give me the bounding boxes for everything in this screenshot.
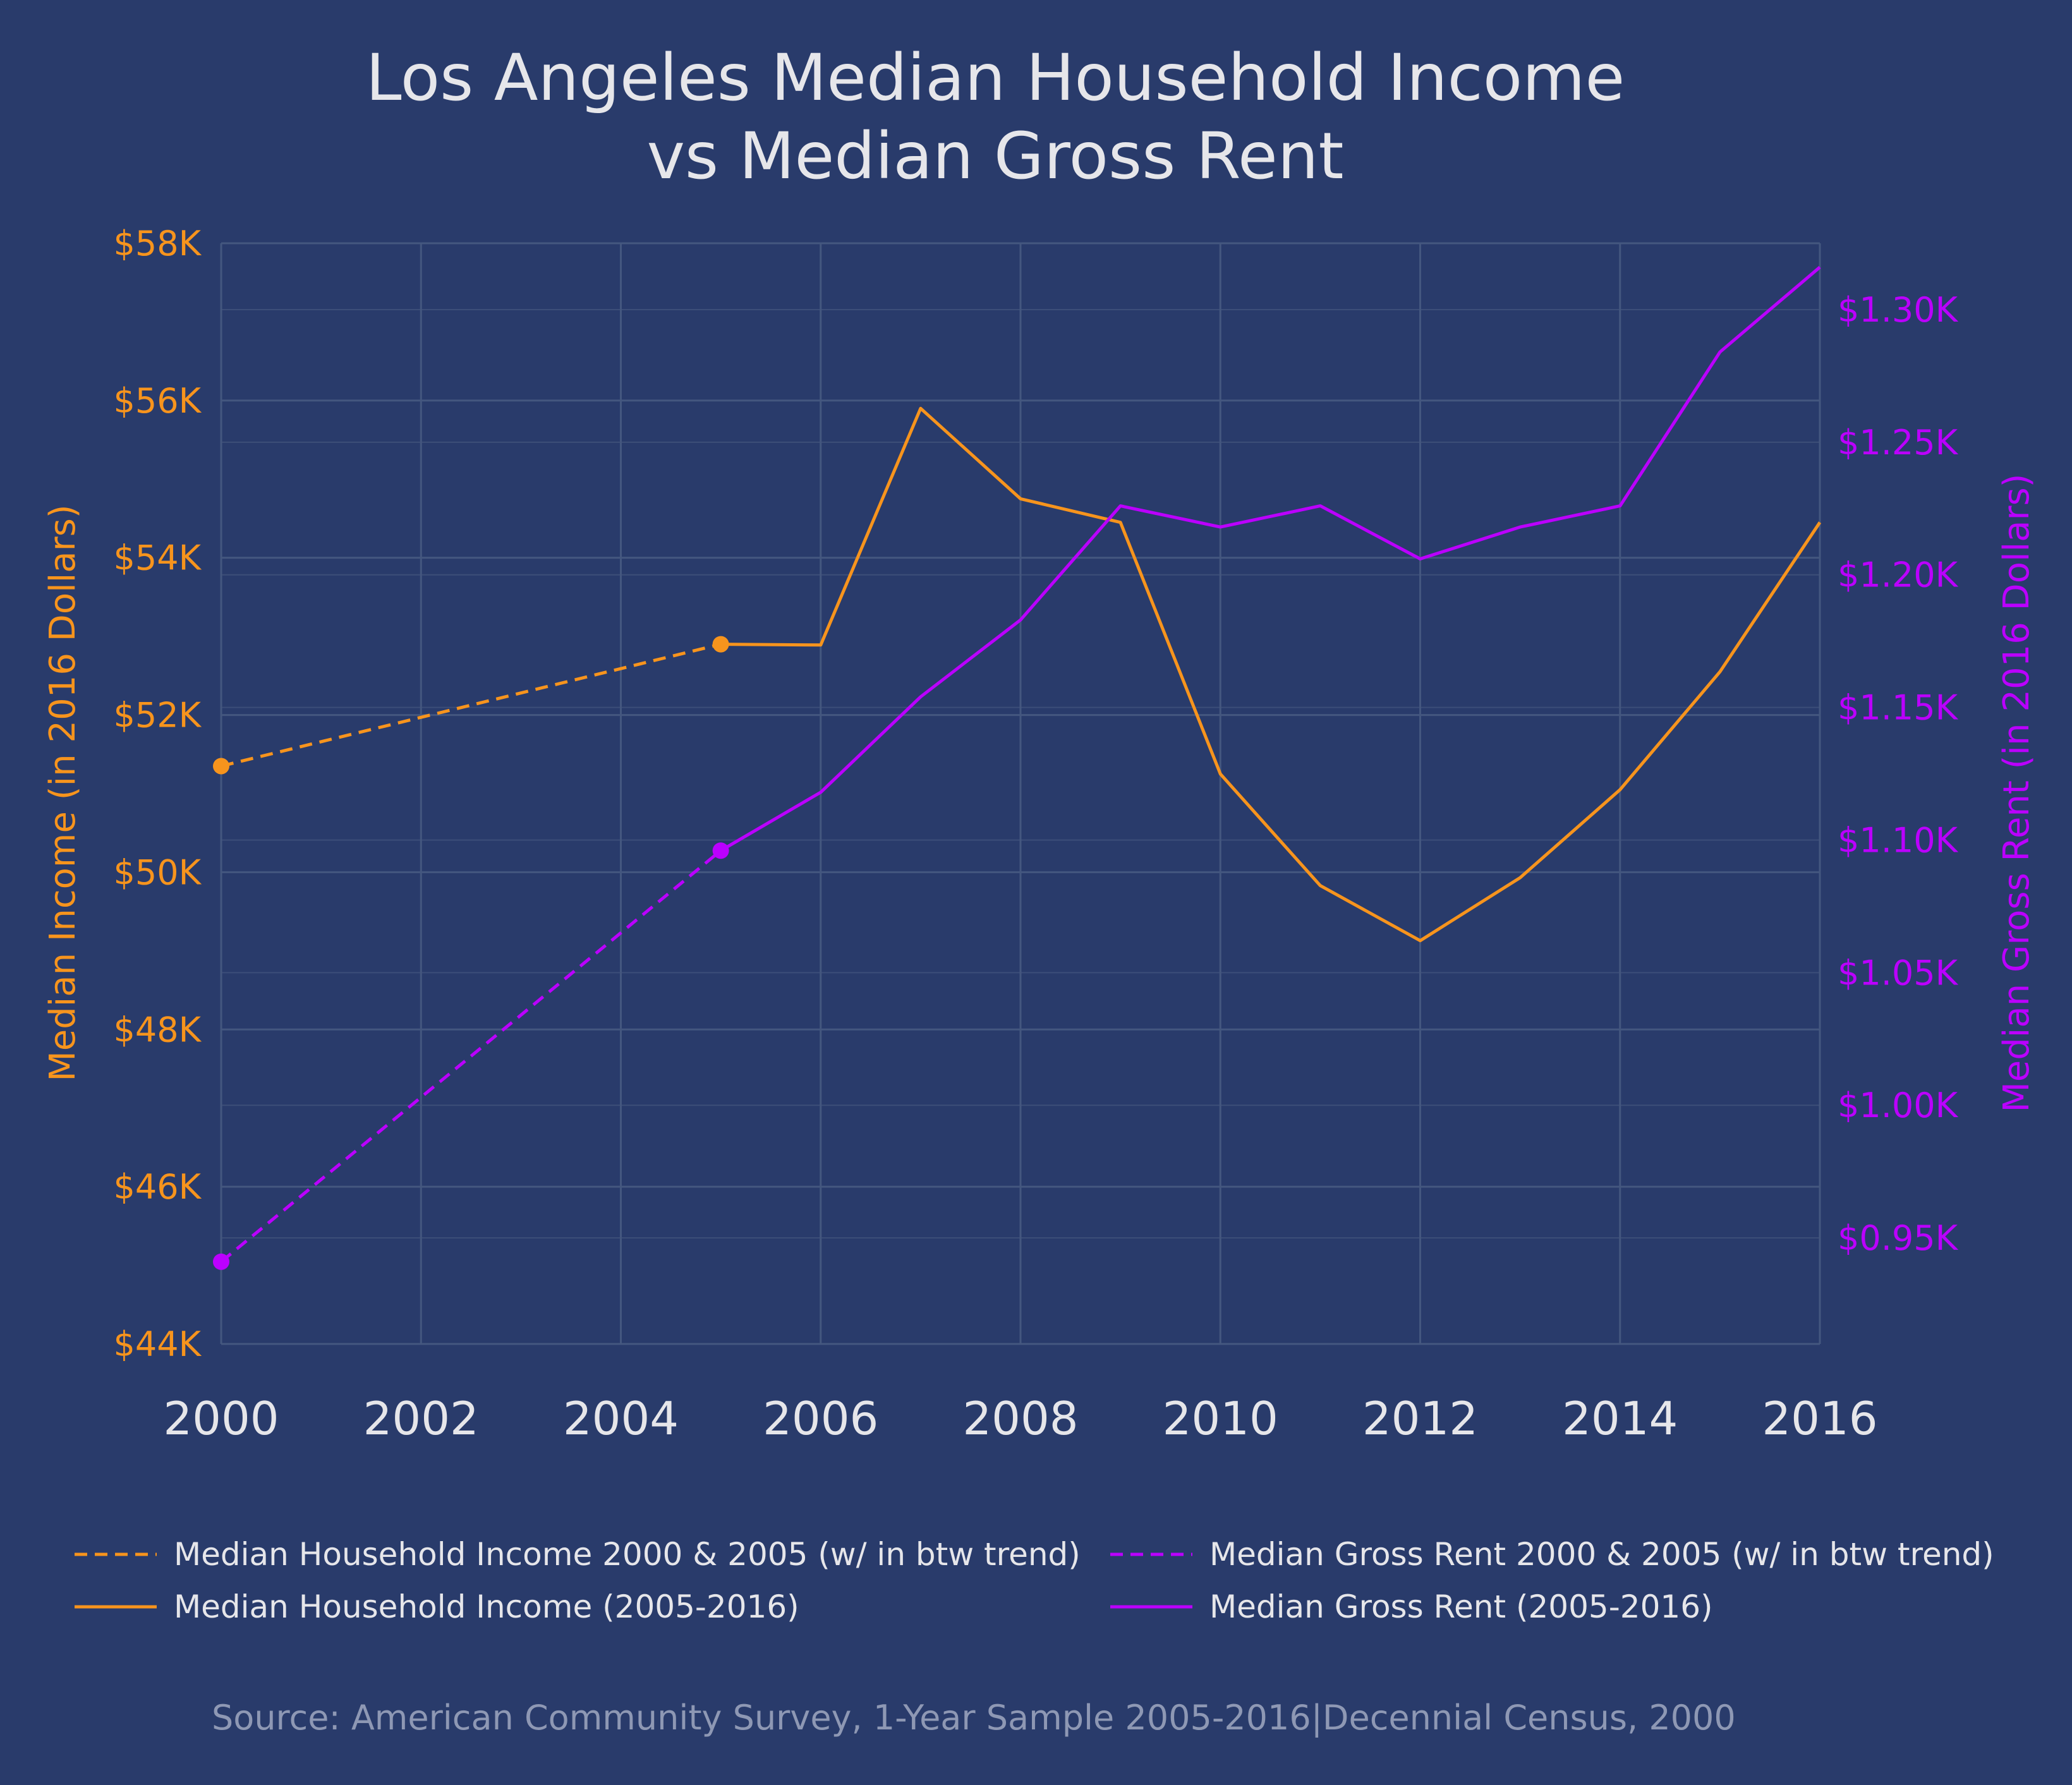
x-tick-label: 2014 [1562,1392,1678,1445]
right-y-axis-label: Median Gross Rent (in 2016 Dollars) [1996,473,2037,1112]
series-line-3 [720,265,1821,852]
left-tick-label: $48K [114,1010,202,1050]
right-tick-label: $1.15K [1838,688,1959,728]
series-point [213,758,229,775]
chart-title: Los Angeles Median Household Income vs M… [366,40,1625,194]
right-y-axis-ticks: $0.95K $1.00K $1.05K $1.10K $1.15K $1.20K $1.2… [1838,290,1959,1258]
left-y-axis-label: Median Income (in 2016 Dollars) [42,504,83,1081]
x-tick-label: 2016 [1762,1392,1877,1445]
legend: Median Household Income 2000 & 2005 (w/ … [75,1536,1994,1625]
x-tick-label: 2002 [363,1392,479,1445]
series-line-2 [220,849,722,1263]
series [213,265,1822,1270]
legend-item: Median Gross Rent 2000 & 2005 (w/ in btw… [1110,1536,1994,1573]
x-tick-label: 2008 [962,1392,1078,1445]
right-tick-label: $1.10K [1838,820,1959,860]
left-tick-label: $46K [114,1167,202,1207]
right-tick-label: $1.20K [1838,555,1959,595]
right-tick-label: $0.95K [1838,1218,1959,1258]
x-tick-label: 2004 [563,1392,679,1445]
right-tick-label: $1.00K [1838,1086,1959,1125]
x-tick-label: 2006 [763,1392,878,1445]
x-tick-label: 2012 [1362,1392,1478,1445]
legend-item: Median Household Income (2005-2016) [75,1588,799,1625]
legend-label: Median Household Income (2005-2016) [174,1588,799,1625]
left-tick-label: $52K [114,696,202,735]
left-tick-label: $44K [114,1324,202,1364]
legend-item: Median Gross Rent (2005-2016) [1110,1588,1713,1625]
left-tick-label: $50K [114,852,202,892]
source-note: Source: American Community Survey, 1-Yea… [212,1698,1736,1738]
legend-item: Median Household Income 2000 & 2005 (w/ … [75,1536,1081,1573]
right-tick-label: $1.25K [1838,423,1959,463]
series-point [712,842,729,859]
legend-label: Median Gross Rent (2005-2016) [1209,1588,1713,1625]
legend-label: Median Gross Rent 2000 & 2005 (w/ in btw… [1209,1536,1994,1573]
x-tick-label: 2000 [163,1392,279,1445]
series-line-0 [221,643,722,768]
x-tick-label: 2010 [1163,1392,1278,1445]
chart-title-line-2: vs Median Gross Rent [647,119,1344,194]
left-y-axis-ticks: $44K $46K $48K $50K $52K $54K $56K $58K [114,224,202,1364]
left-tick-label: $54K [114,538,202,578]
series-line-1 [720,406,1822,943]
chart-title-line-1: Los Angeles Median Household Income [366,40,1625,116]
grid [220,242,1821,1345]
left-tick-label: $56K [114,381,202,421]
legend-label: Median Household Income 2000 & 2005 (w/ … [174,1536,1081,1573]
right-tick-label: $1.05K [1838,953,1959,993]
left-tick-label: $58K [114,224,202,263]
right-tick-label: $1.30K [1838,290,1959,330]
x-axis-ticks: 2000 2002 2004 2006 2008 2010 2012 2014 2016 [163,1392,1877,1445]
series-point [213,1253,229,1270]
